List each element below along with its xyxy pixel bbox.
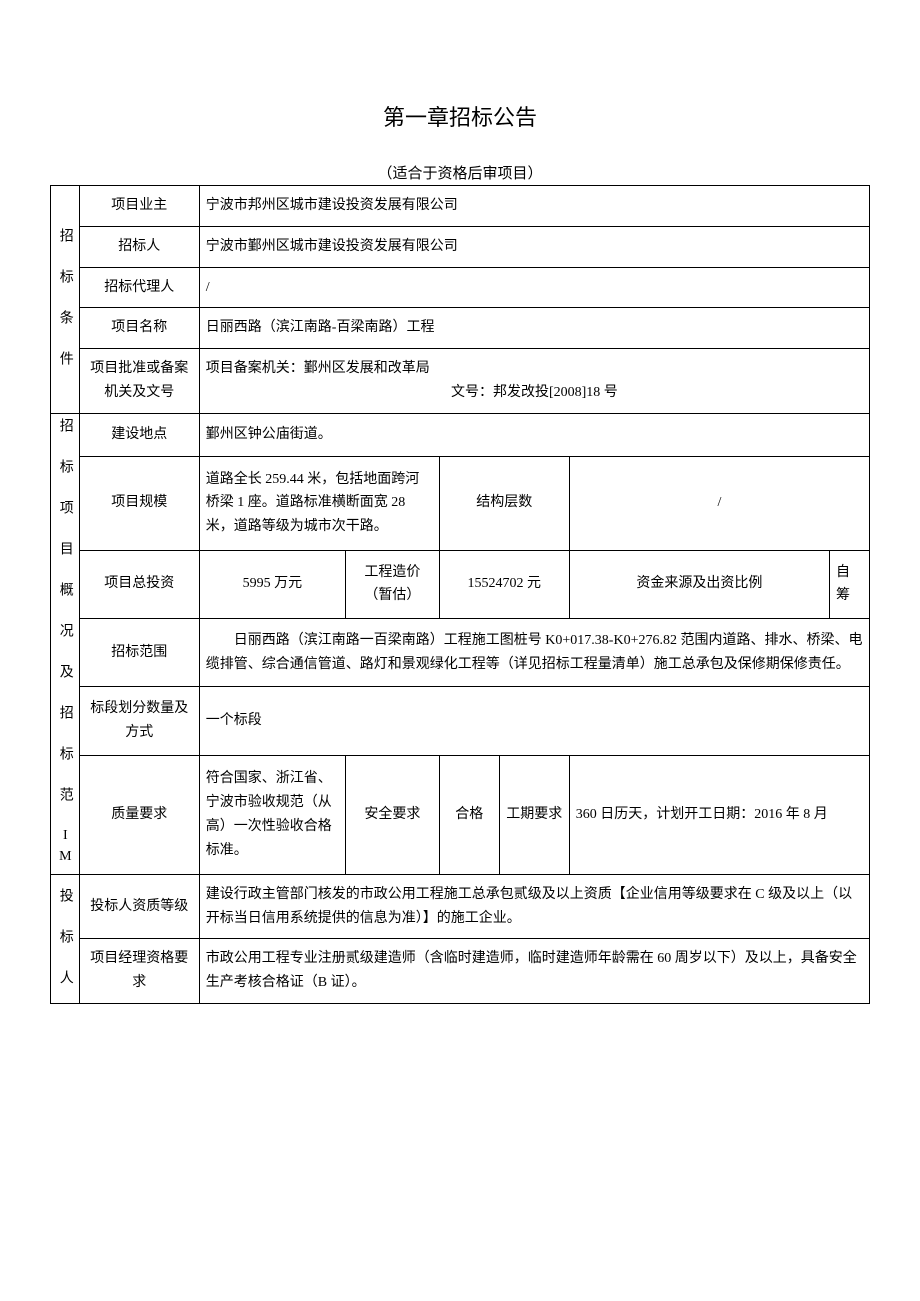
s2-r6-label: 质量要求: [79, 755, 199, 874]
s2-r5-value: 一个标段: [199, 687, 869, 755]
s3-r1-label: 投标人资质等级: [79, 874, 199, 939]
s1-r5-label: 项目批准或备案机关及文号: [79, 349, 199, 414]
s3-r1-value: 建设行政主管部门核发的市政公用工程施工总承包贰级及以上资质【企业信用等级要求在 …: [199, 874, 869, 939]
section3-header: 投 标 人: [51, 874, 80, 1003]
s1-r2-label: 招标人: [79, 226, 199, 267]
s2-r2-sublabel: 结构层数: [439, 457, 569, 551]
s2-r5-label: 标段划分数量及方式: [79, 687, 199, 755]
s1-r4-value: 日丽西路（滨江南路-百梁南路）工程: [199, 308, 869, 349]
section1-header: 招 标 条 件: [51, 186, 80, 414]
s1-r3-label: 招标代理人: [79, 267, 199, 308]
page-subtitle: （适合于资格后审项目）: [50, 162, 870, 183]
s3-r2-value: 市政公用工程专业注册贰级建造师（含临时建造师，临时建造师年龄需在 60 周岁以下…: [199, 939, 869, 1004]
s2-r2-value: 道路全长 259.44 米，包括地面跨河桥梁 1 座。道路标准横断面宽 28 米…: [199, 457, 439, 551]
s2-r4-label: 招标范围: [79, 619, 199, 687]
s1-r4-label: 项目名称: [79, 308, 199, 349]
s1-r1-value: 宁波市邦州区城市建设投资发展有限公司: [199, 186, 869, 227]
tender-table: 招 标 条 件 项目业主 宁波市邦州区城市建设投资发展有限公司 招标人 宁波市鄞…: [50, 185, 870, 1004]
s1-r5-value: 项目备案机关：鄞州区发展和改革局 文号：邦发改投[2008]18 号: [199, 349, 869, 414]
s1-r3-value: /: [199, 267, 869, 308]
s1-r2-value: 宁波市鄞州区城市建设投资发展有限公司: [199, 226, 869, 267]
s2-r1-value: 鄞州区钟公庙街道。: [199, 413, 869, 456]
s1-r1-label: 项目业主: [79, 186, 199, 227]
s2-r4-value: 日丽西路（滨江南路一百梁南路）工程施工图桩号 K0+017.38-K0+276.…: [199, 619, 869, 687]
s2-r6-sublabel2: 工期要求: [499, 755, 569, 874]
s1-r5-line1: 项目备案机关：鄞州区发展和改革局: [206, 357, 863, 381]
s2-r3-sublabel1: 工程造价（暂估）: [345, 550, 439, 618]
s2-r6-subvalue2: 360 日历天，计划开工日期：2016 年 8 月: [569, 755, 869, 874]
s3-r2-label: 项目经理资格要求: [79, 939, 199, 1004]
s2-r1-label: 建设地点: [79, 413, 199, 456]
s2-r3-sublabel2: 资金来源及出资比例: [569, 550, 829, 618]
s1-r5-line2: 文号：邦发改投[2008]18 号: [206, 381, 863, 405]
page-title: 第一章招标公告: [50, 100, 870, 132]
s2-r6-subvalue1: 合格: [439, 755, 499, 874]
s2-r2-label: 项目规模: [79, 457, 199, 551]
s2-r6-sublabel1: 安全要求: [345, 755, 439, 874]
s2-r3-subvalue1: 15524702 元: [439, 550, 569, 618]
s2-r3-label: 项目总投资: [79, 550, 199, 618]
s2-r3-subvalue2: 自筹: [830, 550, 870, 618]
s2-r3-value: 5995 万元: [199, 550, 345, 618]
section2-header: 招 标 项 目 概 况 及 招 标 范 IM: [51, 413, 80, 874]
s2-r6-value: 符合国家、浙江省、宁波市验收规范（从高）一次性验收合格标准。: [199, 755, 345, 874]
s2-r2-subvalue: /: [569, 457, 869, 551]
